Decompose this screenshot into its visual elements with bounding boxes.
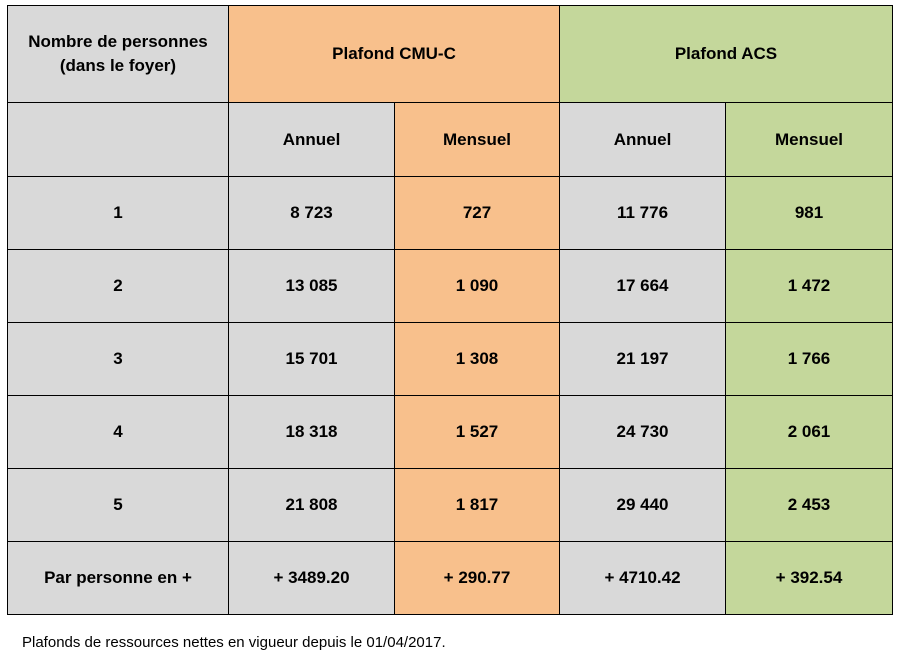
subheader-cmuc-annuel: Annuel — [228, 102, 395, 177]
table-row-per-person: Par personne en + + 3489.20 + 290.77 + 4… — [7, 541, 893, 615]
acs-mensuel-cell: 981 — [725, 176, 893, 250]
subheader-empty-cell — [7, 102, 229, 177]
cmuc-annuel-cell: 15 701 — [228, 322, 395, 396]
persons-cell: 3 — [7, 322, 229, 396]
cmuc-annuel-cell: 13 085 — [228, 249, 395, 323]
header-acs-group: Plafond ACS — [559, 5, 893, 103]
persons-cell: Par personne en + — [7, 541, 229, 615]
persons-cell: 2 — [7, 249, 229, 323]
persons-cell: 4 — [7, 395, 229, 469]
subheader-acs-annuel: Annuel — [559, 102, 726, 177]
acs-mensuel-cell: + 392.54 — [725, 541, 893, 615]
acs-annuel-cell: 24 730 — [559, 395, 726, 469]
acs-annuel-cell: 17 664 — [559, 249, 726, 323]
cmuc-annuel-cell: 21 808 — [228, 468, 395, 542]
cmuc-mensuel-cell: 1 308 — [394, 322, 560, 396]
persons-cell: 5 — [7, 468, 229, 542]
cmuc-mensuel-cell: + 290.77 — [394, 541, 560, 615]
table-subheader-row: Annuel Mensuel Annuel Mensuel — [7, 102, 893, 177]
acs-annuel-cell: 29 440 — [559, 468, 726, 542]
persons-cell: 1 — [7, 176, 229, 250]
cmuc-mensuel-cell: 1 090 — [394, 249, 560, 323]
subheader-cmuc-mensuel: Mensuel — [394, 102, 560, 177]
acs-mensuel-cell: 2 453 — [725, 468, 893, 542]
acs-mensuel-cell: 1 472 — [725, 249, 893, 323]
acs-mensuel-cell: 1 766 — [725, 322, 893, 396]
cmuc-annuel-cell: 8 723 — [228, 176, 395, 250]
table-row: 3 15 701 1 308 21 197 1 766 — [7, 322, 893, 396]
acs-annuel-cell: 11 776 — [559, 176, 726, 250]
header-persons-line2: (dans le foyer) — [59, 56, 177, 75]
cmuc-mensuel-cell: 727 — [394, 176, 560, 250]
table-row: 5 21 808 1 817 29 440 2 453 — [7, 468, 893, 542]
subheader-acs-mensuel: Mensuel — [725, 102, 893, 177]
cmuc-annuel-cell: + 3489.20 — [228, 541, 395, 615]
cmuc-mensuel-cell: 1 527 — [394, 395, 560, 469]
acs-mensuel-cell: 2 061 — [725, 395, 893, 469]
table-header-row: Nombre de personnes (dans le foyer) Plaf… — [7, 5, 893, 103]
cmuc-annuel-cell: 18 318 — [228, 395, 395, 469]
table-row: 1 8 723 727 11 776 981 — [7, 176, 893, 250]
header-persons-cell: Nombre de personnes (dans le foyer) — [7, 5, 229, 103]
table-caption: Plafonds de ressources nettes en vigueur… — [22, 634, 446, 651]
table-row: 4 18 318 1 527 24 730 2 061 — [7, 395, 893, 469]
plafonds-table: Nombre de personnes (dans le foyer) Plaf… — [7, 5, 893, 615]
acs-annuel-cell: + 4710.42 — [559, 541, 726, 615]
header-persons-line1: Nombre de personnes — [28, 32, 208, 51]
acs-annuel-cell: 21 197 — [559, 322, 726, 396]
table-row: 2 13 085 1 090 17 664 1 472 — [7, 249, 893, 323]
header-cmuc-group: Plafond CMU-C — [228, 5, 560, 103]
cmuc-mensuel-cell: 1 817 — [394, 468, 560, 542]
